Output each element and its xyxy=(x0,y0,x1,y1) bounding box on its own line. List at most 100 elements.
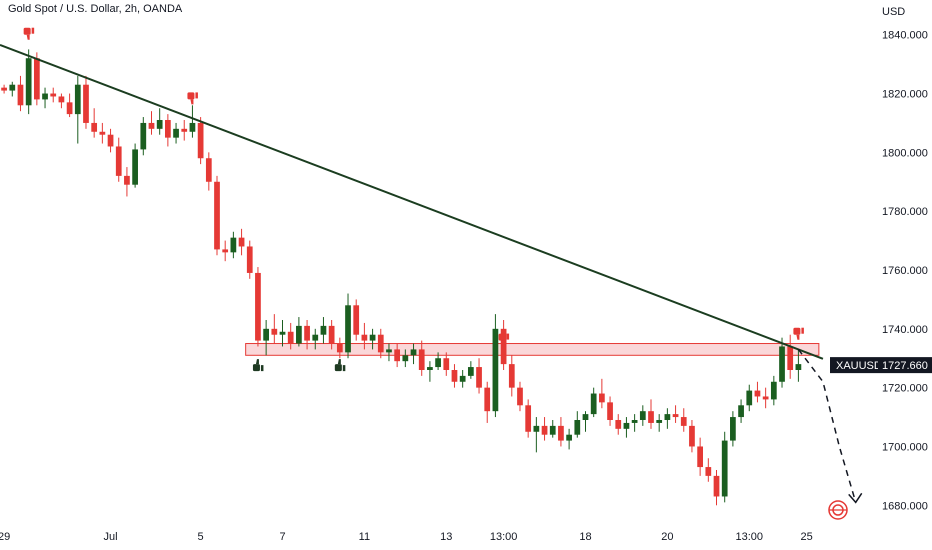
resistance-zone[interactable] xyxy=(245,343,820,356)
candle[interactable] xyxy=(271,314,278,344)
thumbs-down-icon[interactable] xyxy=(793,327,804,340)
candle[interactable] xyxy=(770,375,777,406)
candle[interactable] xyxy=(631,414,638,432)
projection-path[interactable] xyxy=(797,348,857,503)
candle[interactable] xyxy=(91,108,98,138)
candle[interactable] xyxy=(197,117,204,165)
candle[interactable] xyxy=(549,420,556,438)
candle[interactable] xyxy=(58,93,65,109)
candle[interactable] xyxy=(713,470,720,506)
downtrend-line[interactable] xyxy=(0,43,824,360)
candle[interactable] xyxy=(762,387,769,409)
candle[interactable] xyxy=(467,361,474,379)
candle[interactable] xyxy=(222,240,229,262)
candle[interactable] xyxy=(582,411,589,432)
candle[interactable] xyxy=(418,340,425,376)
candle[interactable] xyxy=(574,411,581,438)
candle[interactable] xyxy=(746,384,753,412)
candle[interactable] xyxy=(721,431,728,503)
candle[interactable] xyxy=(541,417,548,441)
candle[interactable] xyxy=(115,137,122,182)
candle[interactable] xyxy=(140,117,147,156)
candle[interactable] xyxy=(533,417,540,453)
candle[interactable] xyxy=(50,87,57,103)
candle[interactable] xyxy=(83,75,89,129)
thumbs-down-icon[interactable] xyxy=(23,27,35,40)
candle[interactable] xyxy=(287,322,294,350)
candle[interactable] xyxy=(173,122,179,144)
candle[interactable] xyxy=(410,343,417,365)
thumbs-down-icon[interactable] xyxy=(498,333,510,346)
candle[interactable] xyxy=(492,314,499,418)
candle[interactable] xyxy=(689,420,695,453)
candle[interactable] xyxy=(558,417,564,447)
candle[interactable] xyxy=(1,84,7,94)
candle[interactable] xyxy=(42,87,48,109)
candle[interactable] xyxy=(33,52,40,106)
candle[interactable] xyxy=(508,355,515,397)
candle[interactable] xyxy=(451,364,458,388)
candle[interactable] xyxy=(754,381,761,403)
candle[interactable] xyxy=(377,328,384,359)
candle[interactable] xyxy=(566,428,572,450)
candle[interactable] xyxy=(156,108,163,135)
thumbs-down-icon[interactable] xyxy=(187,92,198,105)
candle[interactable] xyxy=(255,267,261,347)
candle[interactable] xyxy=(230,231,237,259)
candle[interactable] xyxy=(705,458,712,482)
candle[interactable] xyxy=(656,414,663,432)
candle[interactable] xyxy=(386,343,392,362)
candle[interactable] xyxy=(394,343,401,368)
candle[interactable] xyxy=(607,396,613,426)
time-axis[interactable]: 29 Jul 5 7 11 13 13:00 18 20 13:00 25 xyxy=(0,531,813,543)
candle[interactable] xyxy=(99,122,106,144)
thumbs-up-icon[interactable] xyxy=(252,359,264,372)
candle[interactable] xyxy=(672,405,679,423)
thumbs-up-icon[interactable] xyxy=(334,359,346,372)
candle[interactable] xyxy=(525,399,532,438)
candle[interactable] xyxy=(25,49,32,115)
candle[interactable] xyxy=(730,411,736,447)
plot-area[interactable] xyxy=(0,27,863,520)
candle[interactable] xyxy=(205,152,212,191)
candle[interactable] xyxy=(107,128,114,153)
candle[interactable] xyxy=(680,408,687,432)
candle[interactable] xyxy=(427,361,433,382)
last-price-badge[interactable] xyxy=(878,357,932,374)
candle[interactable] xyxy=(9,81,16,97)
price-axis[interactable]: USD 1840.000 1820.000 1800.000 1780.000 1760.… xyxy=(830,6,932,512)
candle[interactable] xyxy=(590,387,597,418)
candle[interactable] xyxy=(181,120,188,141)
candle[interactable] xyxy=(361,322,368,350)
candle[interactable] xyxy=(353,299,360,341)
candle[interactable] xyxy=(476,358,482,394)
candle[interactable] xyxy=(66,93,73,118)
candle[interactable] xyxy=(165,114,171,147)
candle[interactable] xyxy=(296,317,302,347)
candle[interactable] xyxy=(238,228,245,256)
candle[interactable] xyxy=(402,349,409,368)
candle[interactable] xyxy=(484,381,491,423)
candle[interactable] xyxy=(328,320,335,350)
candle[interactable] xyxy=(189,105,196,138)
candle[interactable] xyxy=(664,408,671,429)
candle[interactable] xyxy=(369,328,376,350)
candle[interactable] xyxy=(214,175,220,256)
candle[interactable] xyxy=(124,167,130,197)
candle[interactable] xyxy=(787,334,794,379)
candle[interactable] xyxy=(336,337,343,359)
candle[interactable] xyxy=(17,75,24,112)
candle[interactable] xyxy=(279,320,286,347)
candle[interactable] xyxy=(459,370,466,388)
candle[interactable] xyxy=(304,320,310,350)
candle[interactable] xyxy=(320,317,327,344)
candle[interactable] xyxy=(263,320,269,356)
candle[interactable] xyxy=(623,417,630,438)
candle[interactable] xyxy=(435,352,441,370)
candle[interactable] xyxy=(443,352,450,376)
candle[interactable] xyxy=(246,240,253,279)
candle[interactable] xyxy=(639,405,646,426)
candle[interactable] xyxy=(697,437,703,476)
candle[interactable] xyxy=(517,381,523,412)
